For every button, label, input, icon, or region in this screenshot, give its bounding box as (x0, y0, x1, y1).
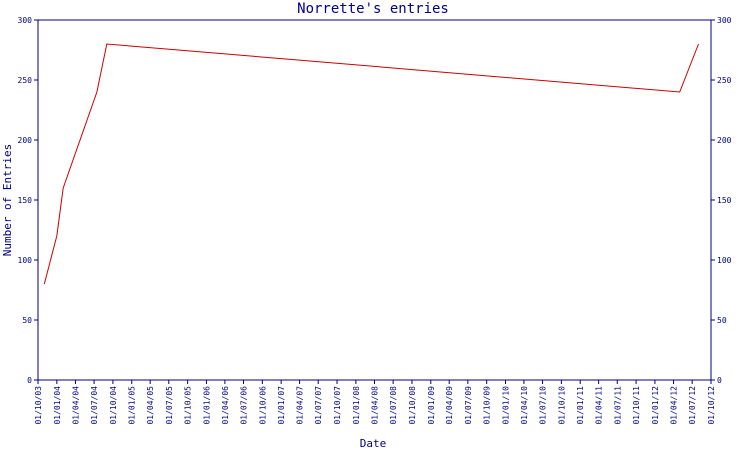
x-axis-label: Date (360, 437, 387, 450)
series-layer (43, 43, 699, 285)
x-tick-label: 01/10/05 (184, 386, 193, 425)
x-tick-label: 01/10/03 (34, 386, 43, 425)
x-tick-label: 01/04/05 (146, 386, 155, 425)
y-tick-label-left: 300 (18, 16, 33, 25)
x-tick-label: 01/04/07 (296, 386, 305, 425)
y-tick-label-left: 200 (18, 136, 33, 145)
y-tick-label-right: 100 (717, 256, 732, 265)
x-tick-label: 01/10/07 (333, 386, 342, 425)
y-tick-label-right: 50 (717, 316, 727, 325)
y-tick-label-right: 150 (717, 196, 732, 205)
x-tick-label: 01/01/09 (427, 386, 436, 425)
x-tick-label: 01/04/10 (520, 386, 529, 425)
x-tick-label: 01/01/10 (501, 386, 510, 425)
x-tick-label: 01/01/06 (202, 386, 211, 425)
x-tick-label: 01/01/12 (651, 386, 660, 425)
y-tick-label-right: 300 (717, 16, 732, 25)
x-tick-label: 01/10/04 (109, 386, 118, 425)
plot-area-border (37, 19, 712, 381)
x-tick-label: 01/04/08 (371, 386, 380, 425)
x-tick-label: 01/04/11 (595, 386, 604, 425)
x-tick-label: 01/01/08 (352, 386, 361, 425)
x-tick-label: 01/10/09 (483, 386, 492, 425)
x-tick-label: 01/07/07 (314, 386, 323, 425)
x-tick-label: 01/07/06 (240, 386, 249, 425)
x-tick-label: 01/01/07 (277, 386, 286, 425)
x-tick-label: 01/07/10 (539, 386, 548, 425)
x-tick-label: 01/04/04 (71, 386, 80, 425)
x-tick-label: 01/10/12 (707, 386, 716, 425)
x-tick-label: 01/10/08 (408, 386, 417, 425)
y-tick-label-left: 100 (18, 256, 33, 265)
x-tick-label: 01/04/12 (670, 386, 679, 425)
y-tick-label-left: 250 (18, 76, 33, 85)
x-tick-label: 01/10/06 (258, 386, 267, 425)
y-axis-right: 0 50 100 150 200 250 300 (711, 16, 732, 385)
y-tick-label-left: 0 (27, 376, 32, 385)
x-tick-label: 01/07/08 (389, 386, 398, 425)
x-tick-label: 01/10/10 (557, 386, 566, 425)
x-tick-label: 01/07/11 (613, 386, 622, 425)
x-tick-label: 01/10/11 (632, 386, 641, 425)
y-tick-label-left: 50 (22, 316, 32, 325)
x-tick-label: 01/07/09 (464, 386, 473, 425)
plot-frame (37, 19, 712, 381)
x-tick-label: 01/04/06 (221, 386, 230, 425)
series-line-0 (43, 43, 699, 285)
x-tick-label: 01/01/11 (576, 386, 585, 425)
x-tick-label: 01/04/09 (445, 386, 454, 425)
y-axis-left: 0 50 100 150 200 250 300 (18, 16, 38, 385)
y-tick-label-right: 200 (717, 136, 732, 145)
y-tick-label-left: 150 (18, 196, 33, 205)
y-tick-label-right: 250 (717, 76, 732, 85)
y-axis-label: Number of Entries (1, 144, 14, 257)
x-tick-label: 01/07/04 (90, 386, 99, 425)
y-tick-label-right: 0 (717, 376, 722, 385)
chart-title: Norrette's entries (297, 1, 449, 17)
x-tick-label: 01/01/05 (128, 386, 137, 425)
x-tick-label: 01/07/05 (165, 386, 174, 425)
x-tick-label: 01/07/12 (688, 386, 697, 425)
x-tick-label: 01/01/04 (53, 386, 62, 425)
x-axis: 01/10/03 01/01/04 01/04/04 01/07/04 01/10/04… (34, 380, 716, 425)
